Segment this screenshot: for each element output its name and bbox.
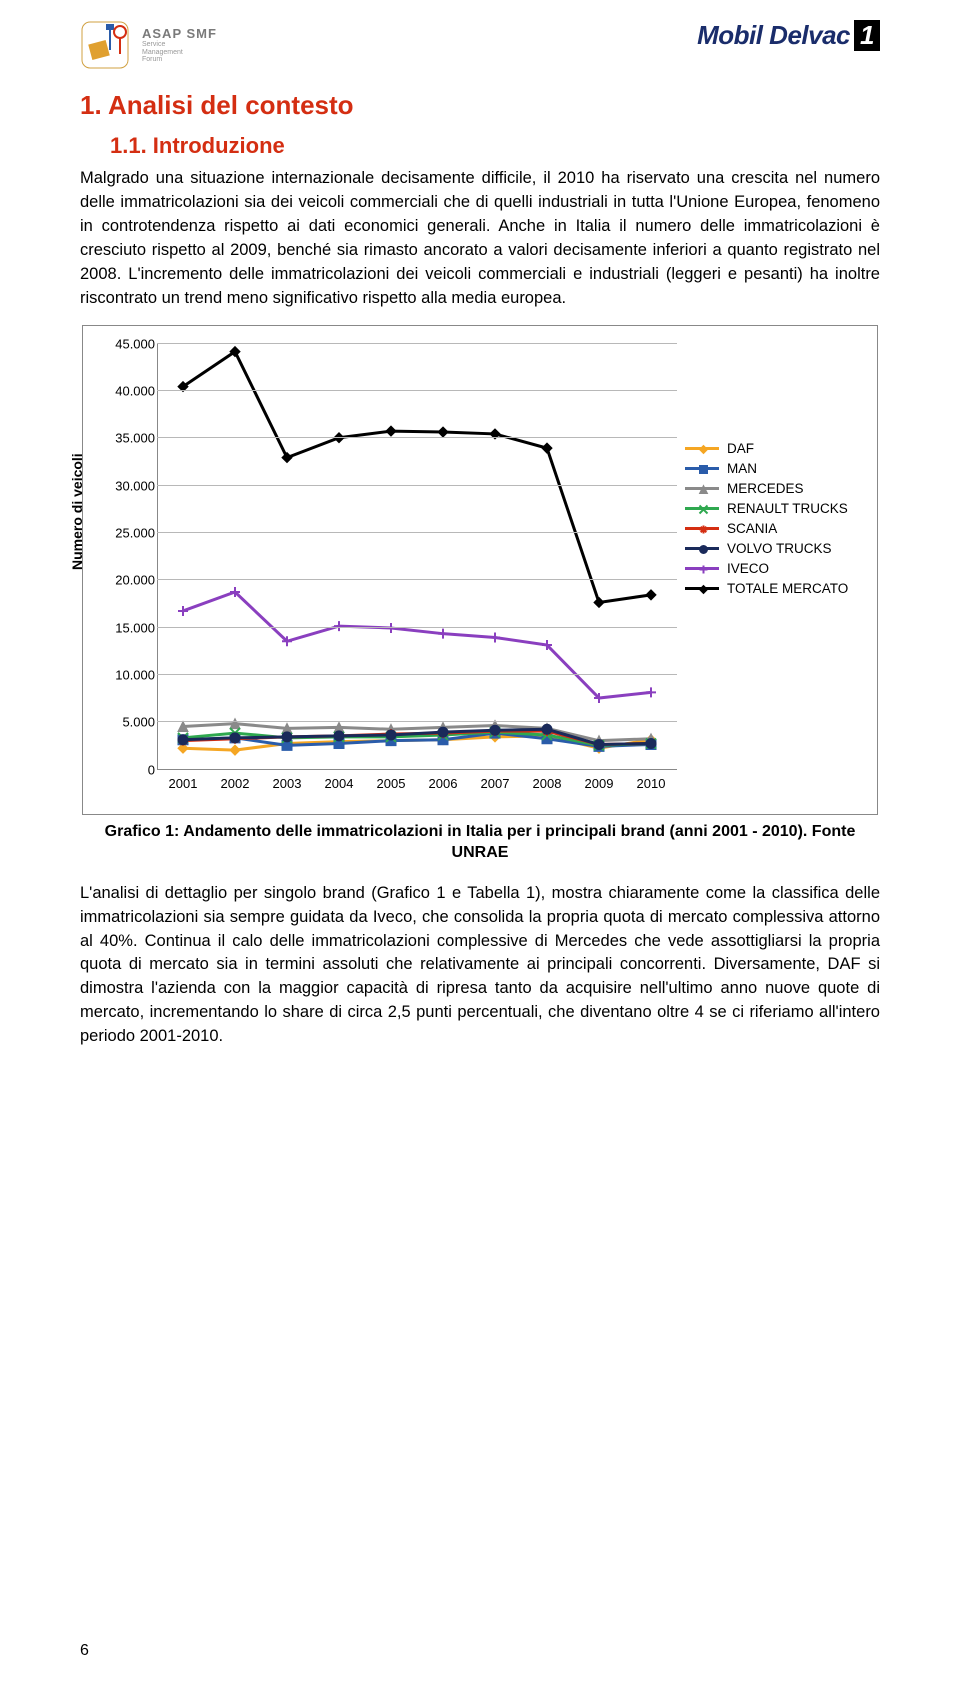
x-tick-label: 2001 bbox=[169, 776, 198, 791]
series-marker bbox=[594, 597, 604, 607]
series-marker bbox=[386, 426, 396, 436]
y-tick-label: 0 bbox=[99, 762, 155, 777]
heading-2: 1.1. Introduzione bbox=[110, 133, 880, 159]
series-marker bbox=[334, 730, 344, 740]
y-tick-label: 30.000 bbox=[99, 478, 155, 493]
y-tick-label: 15.000 bbox=[99, 620, 155, 635]
series-line bbox=[183, 592, 651, 698]
legend-item: VOLVO TRUCKS bbox=[685, 541, 865, 556]
legend-item: IVECO bbox=[685, 561, 865, 576]
legend-item: TOTALE MERCATO bbox=[685, 581, 865, 596]
series-marker bbox=[490, 725, 500, 735]
y-tick-label: 35.000 bbox=[99, 431, 155, 446]
series-marker bbox=[438, 727, 448, 737]
series-marker bbox=[230, 745, 240, 755]
x-tick-label: 2005 bbox=[377, 776, 406, 791]
series-marker bbox=[178, 734, 188, 744]
x-tick-label: 2008 bbox=[533, 776, 562, 791]
y-tick-label: 25.000 bbox=[99, 525, 155, 540]
series-marker bbox=[646, 738, 656, 748]
legend-item: DAF bbox=[685, 441, 865, 456]
series-marker bbox=[178, 605, 188, 615]
series-marker bbox=[594, 739, 604, 749]
series-marker bbox=[646, 687, 656, 697]
series-marker bbox=[230, 732, 240, 742]
legend-label: MAN bbox=[727, 461, 757, 476]
series-line bbox=[183, 351, 651, 602]
legend-label: DAF bbox=[727, 441, 754, 456]
paragraph-intro: Malgrado una situazione internazionale d… bbox=[80, 167, 880, 311]
legend-label: IVECO bbox=[727, 561, 769, 576]
chart-x-axis: 2001 2002 2003 2004 2005 2006 2007 2008 2009 2010 bbox=[157, 776, 677, 796]
x-tick-label: 2007 bbox=[481, 776, 510, 791]
y-tick-label: 5.000 bbox=[99, 715, 155, 730]
chart-plot-area bbox=[157, 344, 677, 770]
chart-legend: DAF MAN MERCEDES RENAULT TRUCKS SCANIA VOLVO … bbox=[685, 436, 865, 601]
series-marker bbox=[490, 632, 500, 642]
series-marker bbox=[542, 443, 552, 453]
legend-label: TOTALE MERCATO bbox=[727, 581, 848, 596]
legend-item: MERCEDES bbox=[685, 481, 865, 496]
legend-label: MERCEDES bbox=[727, 481, 804, 496]
chart-ylabel: Numero di veicoli bbox=[69, 453, 85, 570]
series-marker bbox=[386, 623, 396, 633]
heading-1: 1. Analisi del contesto bbox=[80, 90, 880, 121]
series-marker bbox=[438, 427, 448, 437]
x-tick-label: 2009 bbox=[585, 776, 614, 791]
x-tick-label: 2010 bbox=[637, 776, 666, 791]
legend-item: MAN bbox=[685, 461, 865, 476]
legend-item: SCANIA bbox=[685, 521, 865, 536]
chart-container: Numero di veicoli 05.00010.00015.00020.0… bbox=[82, 325, 878, 815]
series-marker bbox=[282, 452, 292, 462]
header-logos: ASAP SMF ServiceManagementForum Mobil De… bbox=[80, 20, 880, 70]
y-tick-label: 40.000 bbox=[99, 383, 155, 398]
logo-delvac: Delvac bbox=[762, 20, 850, 50]
legend-label: VOLVO TRUCKS bbox=[727, 541, 832, 556]
series-marker bbox=[542, 724, 552, 734]
chart-svg bbox=[157, 344, 677, 770]
legend-item: RENAULT TRUCKS bbox=[685, 501, 865, 516]
series-marker bbox=[282, 731, 292, 741]
logo-one: 1 bbox=[854, 20, 880, 51]
series-marker bbox=[438, 628, 448, 638]
legend-label: RENAULT TRUCKS bbox=[727, 501, 848, 516]
logo-left-subtitle: ServiceManagementForum bbox=[142, 41, 217, 64]
series-marker bbox=[646, 589, 656, 599]
y-tick-label: 20.000 bbox=[99, 573, 155, 588]
paragraph-analysis: L'analisi di dettaglio per singolo brand… bbox=[80, 882, 880, 1049]
legend-label: SCANIA bbox=[727, 521, 777, 536]
logo-mobil: Mobil bbox=[697, 20, 762, 50]
series-marker bbox=[386, 730, 396, 740]
x-tick-label: 2002 bbox=[221, 776, 250, 791]
logo-asap-smf: ASAP SMF ServiceManagementForum bbox=[80, 20, 217, 70]
chart-caption: Grafico 1: Andamento delle immatricolazi… bbox=[100, 821, 860, 864]
y-tick-label: 45.000 bbox=[99, 336, 155, 351]
x-tick-label: 2006 bbox=[429, 776, 458, 791]
logo-left-title: ASAP SMF bbox=[142, 26, 217, 41]
x-tick-label: 2003 bbox=[273, 776, 302, 791]
x-tick-label: 2004 bbox=[325, 776, 354, 791]
y-tick-label: 10.000 bbox=[99, 667, 155, 682]
chart-y-axis: 05.00010.00015.00020.00025.00030.00035.0… bbox=[99, 344, 155, 770]
page-number: 6 bbox=[80, 1642, 89, 1660]
logo-mobil-delvac: Mobil Delvac1 bbox=[697, 20, 880, 51]
